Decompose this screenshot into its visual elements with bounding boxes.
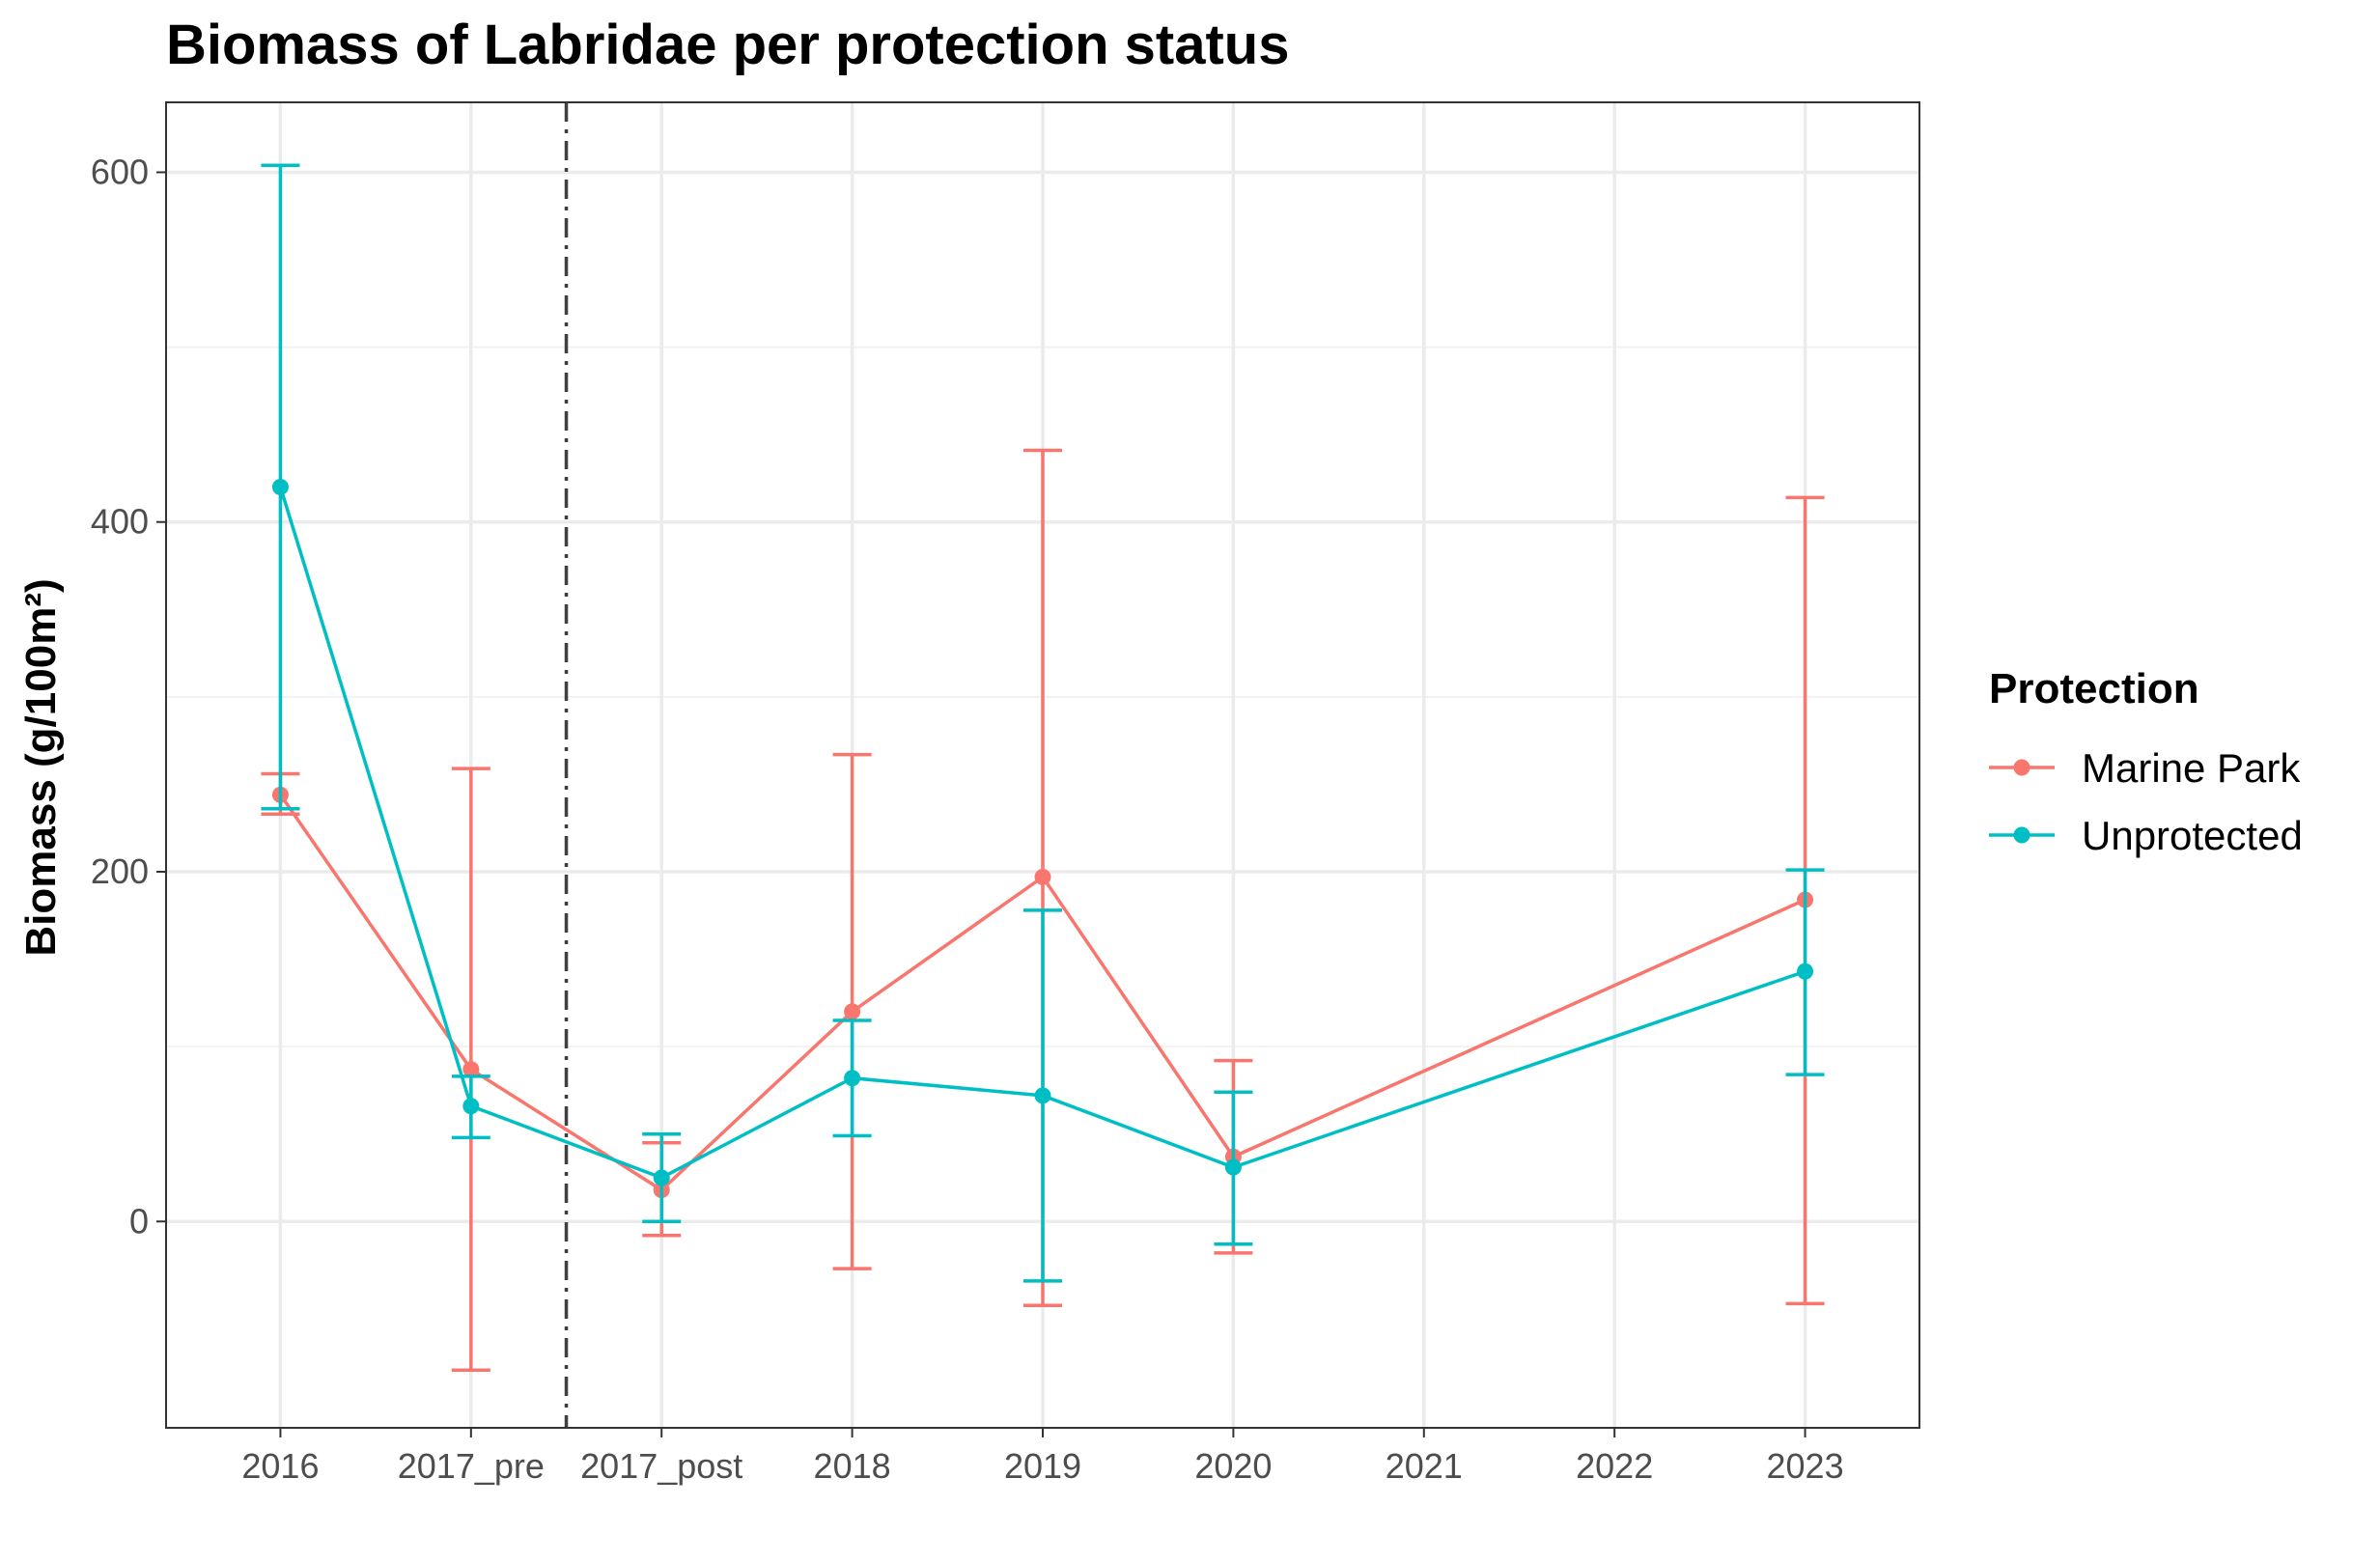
legend-key-point (2013, 826, 2030, 844)
data-point (1224, 1158, 1242, 1176)
x-tick-label: 2020 (1194, 1446, 1272, 1486)
x-tick-label: 2018 (814, 1446, 891, 1486)
x-tick-label: 2017_pre (398, 1446, 545, 1486)
y-tick-label: 600 (91, 152, 149, 191)
data-point (653, 1169, 670, 1186)
chart-title: Biomass of Labridae per protection statu… (166, 14, 1289, 76)
data-point (462, 1098, 480, 1115)
legend-label: Marine Park (2082, 745, 2301, 791)
x-tick-label: 2022 (1576, 1446, 1653, 1486)
y-tick-label: 400 (91, 502, 149, 542)
data-point (1797, 962, 1814, 980)
data-point (1034, 868, 1051, 885)
legend-label: Unprotected (2082, 813, 2303, 858)
data-point (462, 1061, 480, 1078)
legend-key-point (2013, 759, 2030, 776)
legend: Protection Marine Park Unprotected (1989, 665, 2303, 858)
y-tick-label: 0 (129, 1201, 149, 1241)
legend-title: Protection (1989, 665, 2199, 712)
data-point (271, 478, 289, 495)
data-point (844, 1070, 861, 1087)
data-point (1034, 1087, 1051, 1104)
x-tick-label: 2017_post (580, 1446, 742, 1486)
series-unprotected (261, 163, 1825, 1283)
plot-area: 0 200 400 600 2016 2017_pre 2017_post 2018 2019 2… (91, 101, 1920, 1486)
y-tick-label: 200 (91, 851, 149, 891)
x-tick-label: 2021 (1386, 1446, 1463, 1486)
y-axis-title: Biomass (g/100m²) (17, 578, 65, 956)
data-point (844, 1003, 861, 1020)
x-tick-label: 2016 (241, 1446, 319, 1486)
series-marine-park (261, 448, 1825, 1372)
x-tick-label: 2019 (1004, 1446, 1081, 1486)
x-tick-label: 2023 (1767, 1446, 1844, 1486)
